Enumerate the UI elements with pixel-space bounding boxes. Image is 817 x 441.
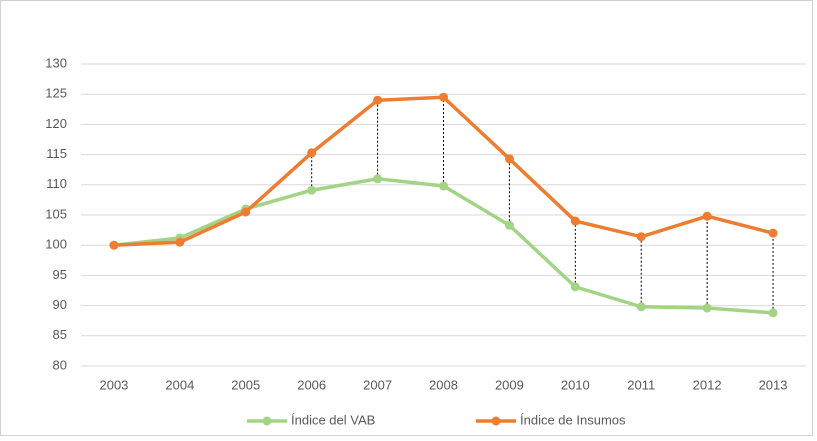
point xyxy=(702,211,712,221)
y-tick-label: 100 xyxy=(45,237,67,252)
x-tick-label: 2005 xyxy=(231,377,260,392)
y-tick-label: 125 xyxy=(45,86,67,101)
y-tick-label: 130 xyxy=(45,55,67,70)
x-tick-label: 2007 xyxy=(363,377,392,392)
point xyxy=(570,216,580,226)
point xyxy=(241,207,251,217)
x-tick-label: 2004 xyxy=(165,377,194,392)
point xyxy=(439,92,448,102)
y-tick-label: 115 xyxy=(46,146,67,161)
y-tick-label: 80 xyxy=(53,357,67,372)
point xyxy=(504,154,514,164)
point xyxy=(439,181,448,191)
y-tick-label: 110 xyxy=(46,176,67,191)
point xyxy=(109,240,119,250)
x-tick-label: 2006 xyxy=(297,377,326,392)
point xyxy=(570,282,580,292)
point xyxy=(307,148,317,158)
legend-label: Índice de Insumos xyxy=(520,412,626,427)
point xyxy=(373,95,383,105)
y-tick-label: 120 xyxy=(45,116,67,131)
y-tick-label: 95 xyxy=(53,267,67,282)
point xyxy=(307,185,317,195)
point xyxy=(175,237,185,247)
x-tick-label: 2011 xyxy=(627,377,655,392)
point xyxy=(636,232,646,242)
x-tick-label: 2008 xyxy=(429,377,458,392)
legend-marker xyxy=(262,416,272,426)
point xyxy=(636,302,646,312)
point xyxy=(768,228,778,238)
point xyxy=(702,303,712,313)
legend-label: Índice del VAB xyxy=(291,412,375,427)
x-tick-label: 2012 xyxy=(693,377,722,392)
x-tick-label: 2013 xyxy=(759,377,788,392)
x-tick-label: 2009 xyxy=(495,377,524,392)
point xyxy=(768,308,778,318)
x-tick-label: 2010 xyxy=(561,377,590,392)
point xyxy=(373,174,383,184)
y-tick-label: 90 xyxy=(53,297,67,312)
legend-marker xyxy=(491,416,501,426)
point xyxy=(504,220,514,230)
x-tick-label: 2003 xyxy=(99,377,128,392)
y-tick-label: 85 xyxy=(53,327,67,342)
y-tick-label: 105 xyxy=(45,206,67,221)
